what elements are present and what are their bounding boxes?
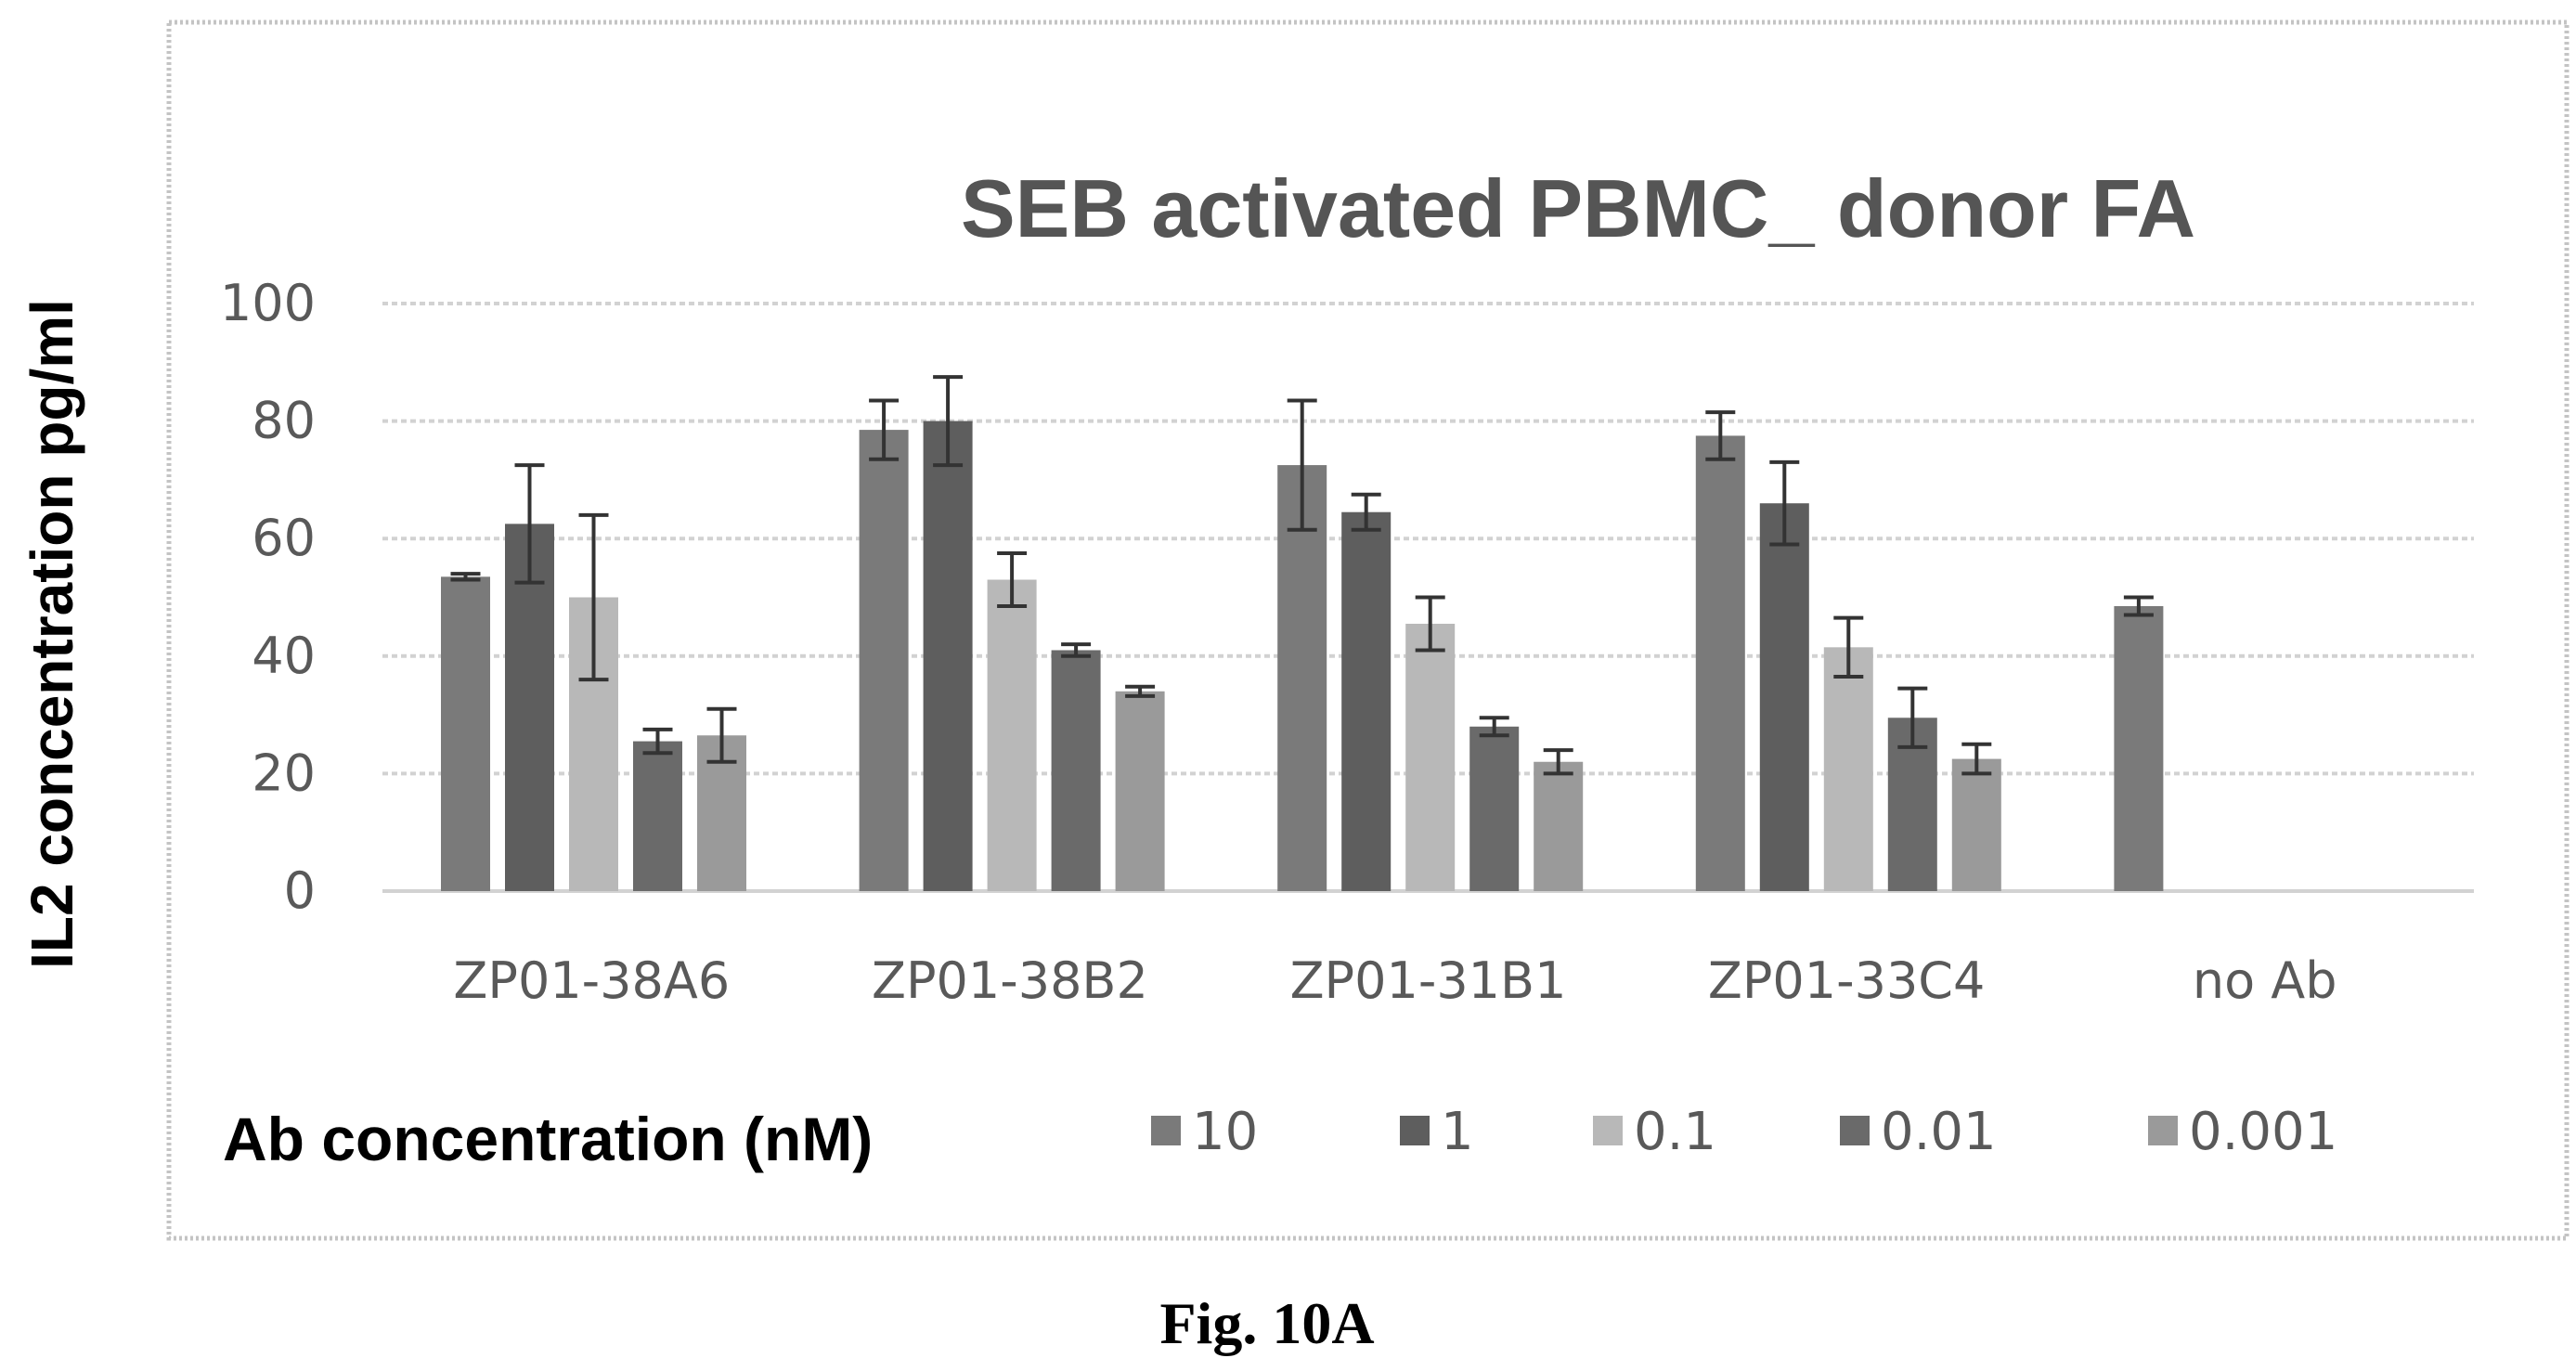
bar xyxy=(1469,726,1520,891)
x-tick-label: ZP01-31B1 xyxy=(1290,951,1567,1010)
bar xyxy=(1951,758,2001,891)
error-bar xyxy=(1125,684,1156,698)
bar xyxy=(441,576,490,891)
legend-item: 1 xyxy=(1400,1102,1474,1162)
legend-item: 0.01 xyxy=(1840,1102,1997,1162)
x-tick-label: no Ab xyxy=(2193,951,2337,1010)
legend-title: Ab concentration (nM) xyxy=(223,1105,873,1173)
error-bar xyxy=(1897,686,1928,749)
error-bar xyxy=(514,463,545,585)
legend-item: 10 xyxy=(1151,1102,1258,1162)
y-tick-label: 100 xyxy=(220,274,316,332)
x-tick-label: ZP01-38A6 xyxy=(453,951,730,1010)
bar xyxy=(1341,511,1392,891)
bar xyxy=(1823,647,1873,891)
error-bar xyxy=(1351,492,1381,532)
chart-title: SEB activated PBMC_ donor FA xyxy=(961,162,2195,254)
y-tick-label: 60 xyxy=(252,509,316,567)
legend-label: 10 xyxy=(1192,1102,1258,1162)
y-tick-label: 0 xyxy=(284,861,316,920)
error-bar xyxy=(450,572,481,582)
legend-swatch xyxy=(1151,1116,1181,1145)
bar xyxy=(1405,623,1456,891)
legend-label: 1 xyxy=(1441,1102,1474,1162)
x-tick-label: ZP01-33C4 xyxy=(1708,951,1986,1010)
error-bars xyxy=(450,375,2154,776)
bar xyxy=(1277,465,1327,891)
legend-item: 0.001 xyxy=(2148,1102,2337,1162)
y-tick-labels: 0 20 40 60 80 100 xyxy=(220,274,316,920)
y-tick-label: 20 xyxy=(252,744,316,802)
bar xyxy=(1051,650,1101,891)
error-bar xyxy=(1479,716,1509,738)
error-bar xyxy=(1705,410,1736,461)
error-bar xyxy=(1287,398,1317,532)
bar xyxy=(859,430,909,891)
error-bar xyxy=(1833,615,1864,679)
error-bar xyxy=(1415,595,1445,653)
error-bar xyxy=(1543,748,1573,776)
bar xyxy=(923,420,973,891)
error-bar xyxy=(997,551,1028,608)
legend-items: 10 1 0.1 0.01 0.001 xyxy=(1151,1102,2337,1162)
bar xyxy=(987,579,1037,891)
error-bar xyxy=(578,512,609,682)
bar xyxy=(2114,605,2164,891)
bar xyxy=(1695,435,1745,891)
legend: Ab concentration (nM) 10 1 0.1 0.01 0.001 xyxy=(223,1102,2337,1173)
legend-swatch xyxy=(1840,1116,1870,1145)
x-tick-label: ZP01-38B2 xyxy=(872,951,1148,1010)
bar xyxy=(1115,691,1165,891)
y-tick-label: 40 xyxy=(252,627,316,685)
bar xyxy=(1759,503,1809,891)
bar xyxy=(1534,761,1584,891)
legend-label: 0.001 xyxy=(2189,1102,2337,1162)
bar xyxy=(505,524,554,891)
legend-label: 0.1 xyxy=(1634,1102,1716,1162)
error-bar xyxy=(1769,459,1800,547)
legend-swatch xyxy=(1400,1116,1430,1145)
figure-caption: Fig. 10A xyxy=(1159,1290,1374,1356)
legend-swatch xyxy=(1593,1116,1623,1145)
error-bar xyxy=(869,398,900,461)
error-bar xyxy=(1961,742,1992,776)
error-bar xyxy=(933,375,964,468)
y-axis-label: IL2 concentration pg/ml xyxy=(19,299,85,969)
y-tick-label: 80 xyxy=(252,392,316,450)
legend-item: 0.1 xyxy=(1593,1102,1716,1162)
error-bar xyxy=(642,727,673,756)
x-tick-labels: ZP01-38A6 ZP01-38B2 ZP01-31B1 ZP01-33C4 no A… xyxy=(453,951,2337,1010)
legend-label: 0.01 xyxy=(1881,1102,1997,1162)
legend-swatch xyxy=(2148,1116,2178,1145)
error-bar xyxy=(1061,642,1092,658)
bar xyxy=(633,741,682,891)
error-bar xyxy=(2123,595,2154,617)
error-bar xyxy=(706,706,737,764)
